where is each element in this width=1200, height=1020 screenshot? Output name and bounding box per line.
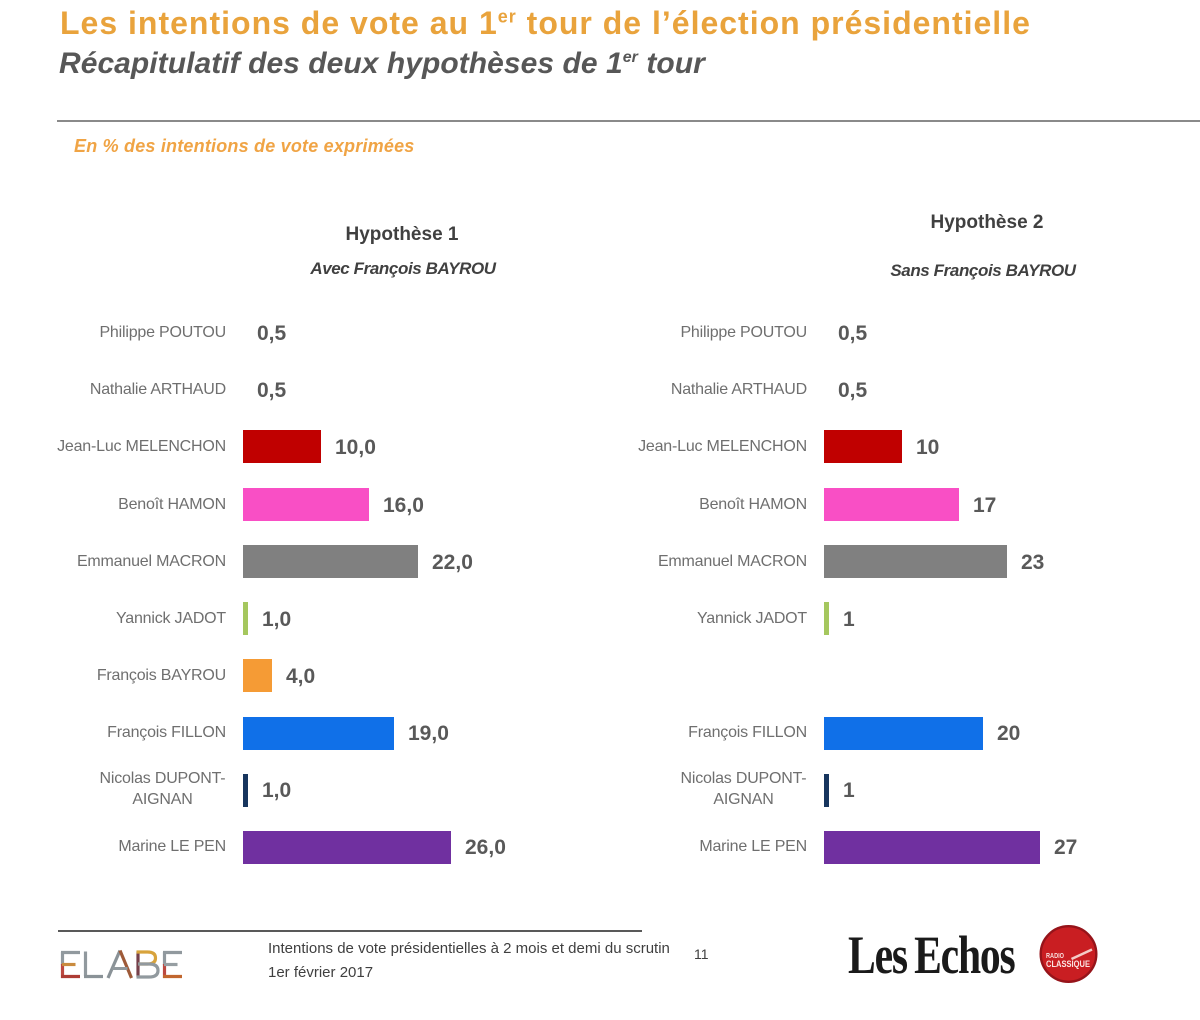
svg-text:CLASSIQUE: CLASSIQUE [1046,959,1090,970]
svg-text:RADIO: RADIO [1046,953,1064,960]
